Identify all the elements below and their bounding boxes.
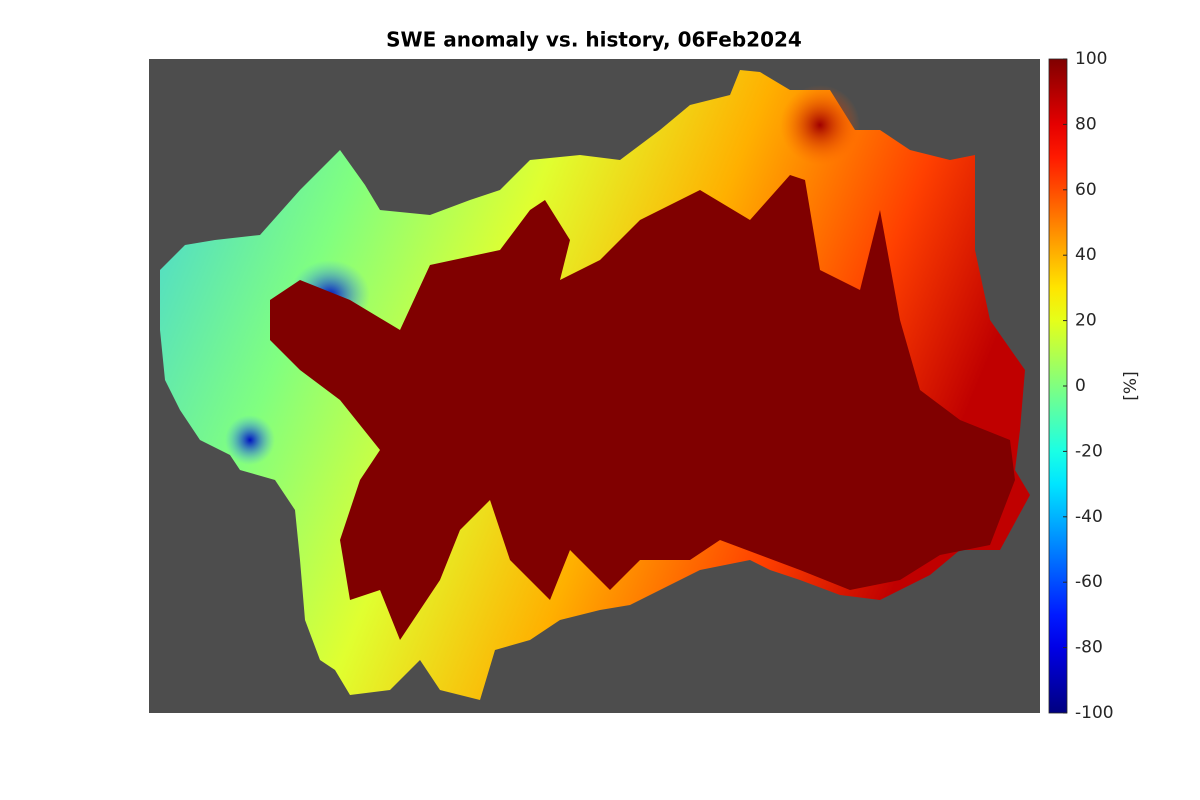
colorbar-tick-label: -40 [1075, 507, 1103, 527]
colorbar-tick-label: 80 [1075, 114, 1097, 134]
colorbar-tick-label: -80 [1075, 638, 1103, 658]
colorbar-tick-label: 0 [1075, 376, 1086, 396]
anomaly-high [225, 415, 275, 465]
colorbar-tick-label: 40 [1075, 245, 1097, 265]
colorbar-tick-label: -20 [1075, 441, 1103, 461]
colorbar-tick-label: -100 [1075, 703, 1114, 723]
anomaly-low [780, 85, 860, 165]
colorbar-tick-label: 20 [1075, 311, 1097, 331]
colorbar-tick-label: 60 [1075, 180, 1097, 200]
valley [270, 175, 1015, 640]
colorbar-tick-label: -60 [1075, 572, 1103, 592]
colorbar-tick-label: 100 [1075, 49, 1107, 69]
colorbar-label: [%] [1121, 371, 1141, 400]
chart-title: SWE anomaly vs. history, 06Feb2024 [386, 28, 802, 52]
